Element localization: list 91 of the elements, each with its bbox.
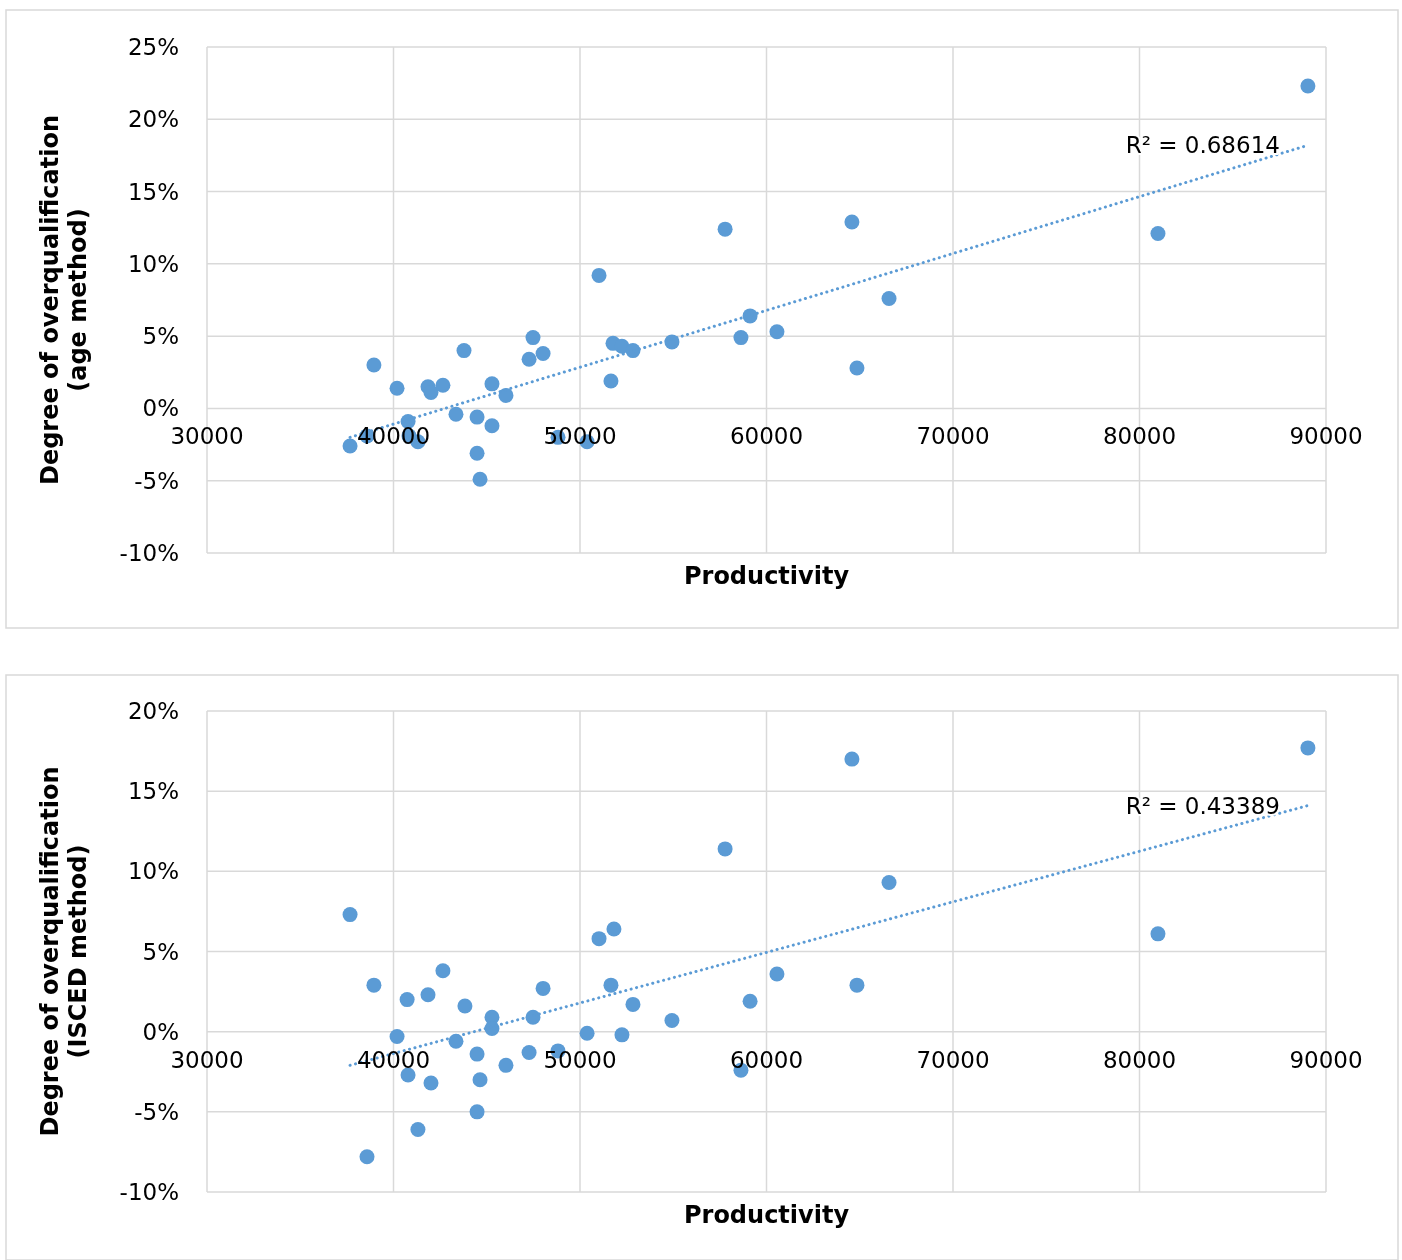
y-tick-label: 20%	[127, 698, 179, 725]
point	[525, 330, 541, 346]
point	[399, 992, 415, 1008]
x-tick-label: 80000	[1102, 423, 1177, 450]
point	[769, 966, 785, 982]
y-axis-title: Degree of overqualification (age method)	[36, 114, 92, 486]
y-axis-title: Degree of overqualification (ISCED method)	[36, 766, 92, 1137]
point	[769, 324, 785, 340]
point	[366, 977, 382, 993]
x-tick-label: 70000	[916, 423, 990, 450]
point	[606, 921, 622, 937]
point	[535, 980, 551, 996]
point	[400, 1067, 416, 1083]
point	[664, 1012, 680, 1028]
point	[1300, 740, 1316, 756]
point	[1150, 926, 1166, 942]
point	[614, 1027, 630, 1043]
x-tick-label: 90000	[1289, 423, 1363, 450]
point	[472, 1072, 488, 1088]
y-tick-label: -5%	[134, 467, 179, 494]
y-tick-label: -5%	[134, 1098, 179, 1125]
point	[366, 357, 382, 373]
point	[359, 1149, 375, 1165]
point	[844, 214, 860, 230]
point	[423, 385, 439, 401]
point	[717, 221, 733, 237]
point	[591, 267, 607, 283]
point	[591, 931, 607, 947]
point	[521, 351, 537, 367]
x-tick-label: 60000	[729, 1046, 804, 1073]
point	[498, 1057, 514, 1073]
y-tick-label: 5%	[142, 938, 179, 965]
point	[342, 907, 358, 923]
point	[389, 380, 405, 396]
x-axis-title: Productivity	[683, 1201, 850, 1229]
point	[484, 418, 500, 434]
y-tick-label: 25%	[127, 34, 179, 61]
point	[435, 963, 451, 979]
x-tick-label: 30000	[170, 423, 244, 450]
y-tick-label: 15%	[127, 778, 179, 805]
point	[1300, 78, 1316, 94]
x-tick-label: 30000	[170, 1046, 244, 1073]
x-axis-title: Productivity	[683, 562, 850, 590]
point	[742, 993, 758, 1009]
point	[469, 1104, 485, 1120]
y-tick-label: 5%	[142, 323, 179, 350]
point	[342, 438, 358, 454]
point	[420, 987, 436, 1003]
x-tick-label: 80000	[1102, 1046, 1177, 1073]
y-tick-label: -10%	[119, 1179, 179, 1206]
y-tick-label: 10%	[127, 858, 179, 885]
point	[881, 875, 897, 891]
point	[389, 1028, 405, 1044]
point	[717, 841, 733, 857]
point	[625, 996, 641, 1012]
point	[881, 291, 897, 307]
point	[472, 471, 488, 487]
point	[469, 1046, 485, 1062]
point	[603, 977, 619, 993]
point	[484, 376, 500, 392]
point	[849, 977, 865, 993]
point	[521, 1045, 537, 1061]
y-tick-label: 0%	[142, 395, 179, 422]
point	[603, 373, 619, 389]
point	[456, 343, 472, 359]
annotation: R² = 0.43389	[1125, 792, 1280, 819]
point	[733, 330, 749, 346]
point	[579, 1025, 595, 1041]
point	[844, 751, 860, 767]
point	[469, 409, 485, 425]
x-tick-label: 50000	[543, 1046, 617, 1073]
point	[448, 406, 464, 422]
y-tick-label: 10%	[127, 250, 179, 277]
x-tick-label: 40000	[356, 1046, 431, 1073]
x-tick-label: 90000	[1289, 1046, 1363, 1073]
y-tick-label: 0%	[142, 1018, 179, 1045]
y-tick-label: 20%	[127, 106, 179, 133]
point	[535, 345, 551, 361]
point	[423, 1075, 439, 1091]
x-tick-label: 70000	[916, 1046, 990, 1073]
point	[457, 998, 473, 1014]
point	[435, 377, 451, 393]
annotation: R² = 0.68614	[1125, 132, 1280, 159]
point	[410, 1121, 426, 1137]
point	[849, 360, 865, 376]
point	[498, 387, 514, 403]
y-tick-label: 15%	[127, 178, 179, 205]
x-tick-label: 60000	[729, 423, 804, 450]
y-tick-label: -10%	[119, 540, 179, 567]
point	[1150, 226, 1166, 241]
point	[469, 445, 485, 461]
